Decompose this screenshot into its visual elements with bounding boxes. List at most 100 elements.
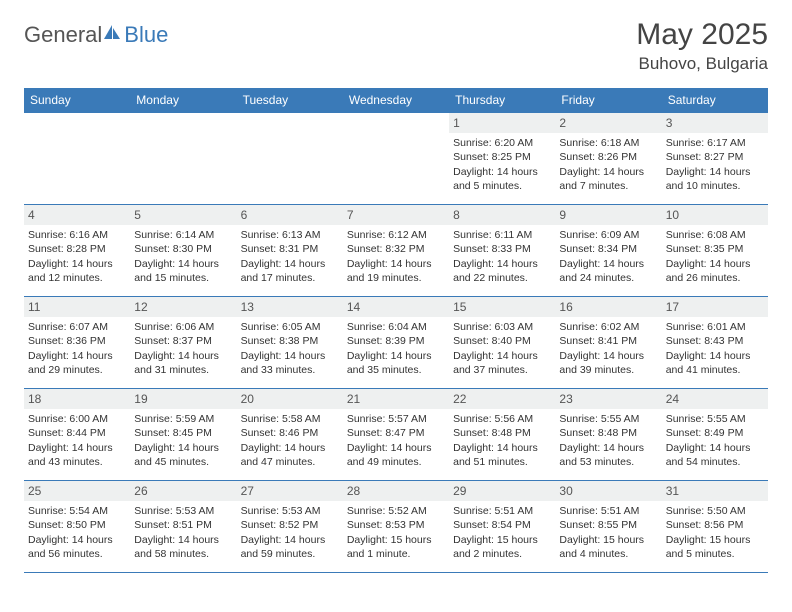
day-number: 16 (555, 297, 661, 317)
calendar-week: 4 Sunrise: 6:16 AMSunset: 8:28 PMDaylight… (24, 205, 768, 297)
sunset-text: Sunset: 8:41 PM (559, 334, 657, 348)
sunset-text: Sunset: 8:36 PM (28, 334, 126, 348)
calendar-head: SundayMondayTuesdayWednesdayThursdayFrid… (24, 88, 768, 113)
calendar-day-cell: 20Sunrise: 5:58 AMSunset: 8:46 PMDayligh… (237, 389, 343, 481)
calendar-day-cell: 13Sunrise: 6:05 AMSunset: 8:38 PMDayligh… (237, 297, 343, 389)
day-details: Sunrise: 6:03 AMSunset: 8:40 PMDaylight:… (453, 320, 551, 377)
sunset-text: Sunset: 8:32 PM (347, 242, 445, 256)
day-number: 17 (662, 297, 768, 317)
calendar-day-cell: 26 Sunrise: 5:53 AMSunset: 8:51 PMDayligh… (130, 481, 236, 573)
day-number: 12 (130, 297, 236, 317)
sunrise-text: Sunrise: 5:52 AM (347, 504, 445, 518)
sunrise-text: Sunrise: 6:06 AM (134, 320, 232, 334)
day-details: Sunrise: 5:53 AMSunset: 8:52 PMDaylight:… (241, 504, 339, 561)
day-details: Sunrise: 5:53 AMSunset: 8:51 PMDaylight:… (134, 504, 232, 561)
calendar-day-cell: 31Sunrise: 5:50 AMSunset: 8:56 PMDayligh… (662, 481, 768, 573)
sunset-text: Sunset: 8:34 PM (559, 242, 657, 256)
day-details: Sunrise: 6:20 AMSunset: 8:25 PMDaylight:… (453, 136, 551, 193)
daylight-text: Daylight: 14 hours and 33 minutes. (241, 349, 339, 377)
day-details: Sunrise: 5:52 AMSunset: 8:53 PMDaylight:… (347, 504, 445, 561)
sail-icon (102, 23, 122, 41)
day-number: 13 (237, 297, 343, 317)
calendar-day-cell: 15Sunrise: 6:03 AMSunset: 8:40 PMDayligh… (449, 297, 555, 389)
calendar-day-cell: 25 Sunrise: 5:54 AMSunset: 8:50 PMDayligh… (24, 481, 130, 573)
day-number: 20 (237, 389, 343, 409)
calendar-week: 18Sunrise: 6:00 AMSunset: 8:44 PMDayligh… (24, 389, 768, 481)
weekday-header: Monday (130, 88, 236, 113)
day-number: 9 (555, 205, 661, 225)
sunrise-text: Sunrise: 5:54 AM (28, 504, 126, 518)
day-number: 5 (130, 205, 236, 225)
calendar-day-cell: 16 Sunrise: 6:02 AMSunset: 8:41 PMDayligh… (555, 297, 661, 389)
weekday-header: Wednesday (343, 88, 449, 113)
sunset-text: Sunset: 8:43 PM (666, 334, 764, 348)
day-details: Sunrise: 5:56 AMSunset: 8:48 PMDaylight:… (453, 412, 551, 469)
calendar-page: General Blue May 2025 Buhovo, Bulgaria S… (0, 0, 792, 583)
sunset-text: Sunset: 8:26 PM (559, 150, 657, 164)
daylight-text: Daylight: 14 hours and 58 minutes. (134, 533, 232, 561)
calendar-day-cell: 29Sunrise: 5:51 AMSunset: 8:54 PMDayligh… (449, 481, 555, 573)
daylight-text: Daylight: 14 hours and 35 minutes. (347, 349, 445, 377)
sunset-text: Sunset: 8:48 PM (453, 426, 551, 440)
day-details: Sunrise: 5:55 AMSunset: 8:49 PMDaylight:… (666, 412, 764, 469)
calendar-day-cell: 18Sunrise: 6:00 AMSunset: 8:44 PMDayligh… (24, 389, 130, 481)
sunset-text: Sunset: 8:38 PM (241, 334, 339, 348)
sunrise-text: Sunrise: 6:18 AM (559, 136, 657, 150)
day-details: Sunrise: 6:16 AMSunset: 8:28 PMDaylight:… (28, 228, 126, 285)
title-block: May 2025 Buhovo, Bulgaria (636, 18, 768, 74)
daylight-text: Daylight: 14 hours and 43 minutes. (28, 441, 126, 469)
day-number: 7 (343, 205, 449, 225)
calendar-day-cell: 4 Sunrise: 6:16 AMSunset: 8:28 PMDaylight… (24, 205, 130, 297)
weekday-header: Sunday (24, 88, 130, 113)
weekday-header: Thursday (449, 88, 555, 113)
sunrise-text: Sunrise: 5:55 AM (666, 412, 764, 426)
day-number: 23 (555, 389, 661, 409)
sunset-text: Sunset: 8:52 PM (241, 518, 339, 532)
day-number: 4 (24, 205, 130, 225)
brand-part1: General (24, 22, 102, 48)
calendar-day-cell: 22Sunrise: 5:56 AMSunset: 8:48 PMDayligh… (449, 389, 555, 481)
sunset-text: Sunset: 8:25 PM (453, 150, 551, 164)
day-details: Sunrise: 5:57 AMSunset: 8:47 PMDaylight:… (347, 412, 445, 469)
sunset-text: Sunset: 8:45 PM (134, 426, 232, 440)
daylight-text: Daylight: 14 hours and 5 minutes. (453, 165, 551, 193)
page-header: General Blue May 2025 Buhovo, Bulgaria (24, 18, 768, 74)
day-number: 10 (662, 205, 768, 225)
sunrise-text: Sunrise: 5:55 AM (559, 412, 657, 426)
day-number: 1 (449, 113, 555, 133)
day-details: Sunrise: 6:12 AMSunset: 8:32 PMDaylight:… (347, 228, 445, 285)
day-number: 21 (343, 389, 449, 409)
sunrise-text: Sunrise: 6:12 AM (347, 228, 445, 242)
sunset-text: Sunset: 8:56 PM (666, 518, 764, 532)
sunrise-text: Sunrise: 5:57 AM (347, 412, 445, 426)
sunrise-text: Sunrise: 6:07 AM (28, 320, 126, 334)
calendar-day-cell: 1 Sunrise: 6:20 AMSunset: 8:25 PMDaylight… (449, 113, 555, 205)
sunset-text: Sunset: 8:55 PM (559, 518, 657, 532)
sunset-text: Sunset: 8:39 PM (347, 334, 445, 348)
calendar-day-cell: 10Sunrise: 6:08 AMSunset: 8:35 PMDayligh… (662, 205, 768, 297)
daylight-text: Daylight: 14 hours and 45 minutes. (134, 441, 232, 469)
sunrise-text: Sunrise: 5:51 AM (453, 504, 551, 518)
daylight-text: Daylight: 14 hours and 39 minutes. (559, 349, 657, 377)
sunrise-text: Sunrise: 5:58 AM (241, 412, 339, 426)
calendar-day-cell: 30Sunrise: 5:51 AMSunset: 8:55 PMDayligh… (555, 481, 661, 573)
sunset-text: Sunset: 8:30 PM (134, 242, 232, 256)
day-details: Sunrise: 6:17 AMSunset: 8:27 PMDaylight:… (666, 136, 764, 193)
daylight-text: Daylight: 14 hours and 19 minutes. (347, 257, 445, 285)
day-number: 26 (130, 481, 236, 501)
sunrise-text: Sunrise: 6:13 AM (241, 228, 339, 242)
sunrise-text: Sunrise: 5:53 AM (241, 504, 339, 518)
daylight-text: Daylight: 14 hours and 37 minutes. (453, 349, 551, 377)
weekday-header: Friday (555, 88, 661, 113)
day-number: 11 (24, 297, 130, 317)
sunrise-text: Sunrise: 6:02 AM (559, 320, 657, 334)
day-number: 25 (24, 481, 130, 501)
sunrise-text: Sunrise: 5:59 AM (134, 412, 232, 426)
daylight-text: Daylight: 15 hours and 4 minutes. (559, 533, 657, 561)
calendar-day-cell: 19Sunrise: 5:59 AMSunset: 8:45 PMDayligh… (130, 389, 236, 481)
day-number: 6 (237, 205, 343, 225)
sunset-text: Sunset: 8:51 PM (134, 518, 232, 532)
day-details: Sunrise: 5:54 AMSunset: 8:50 PMDaylight:… (28, 504, 126, 561)
day-number: 8 (449, 205, 555, 225)
sunset-text: Sunset: 8:33 PM (453, 242, 551, 256)
